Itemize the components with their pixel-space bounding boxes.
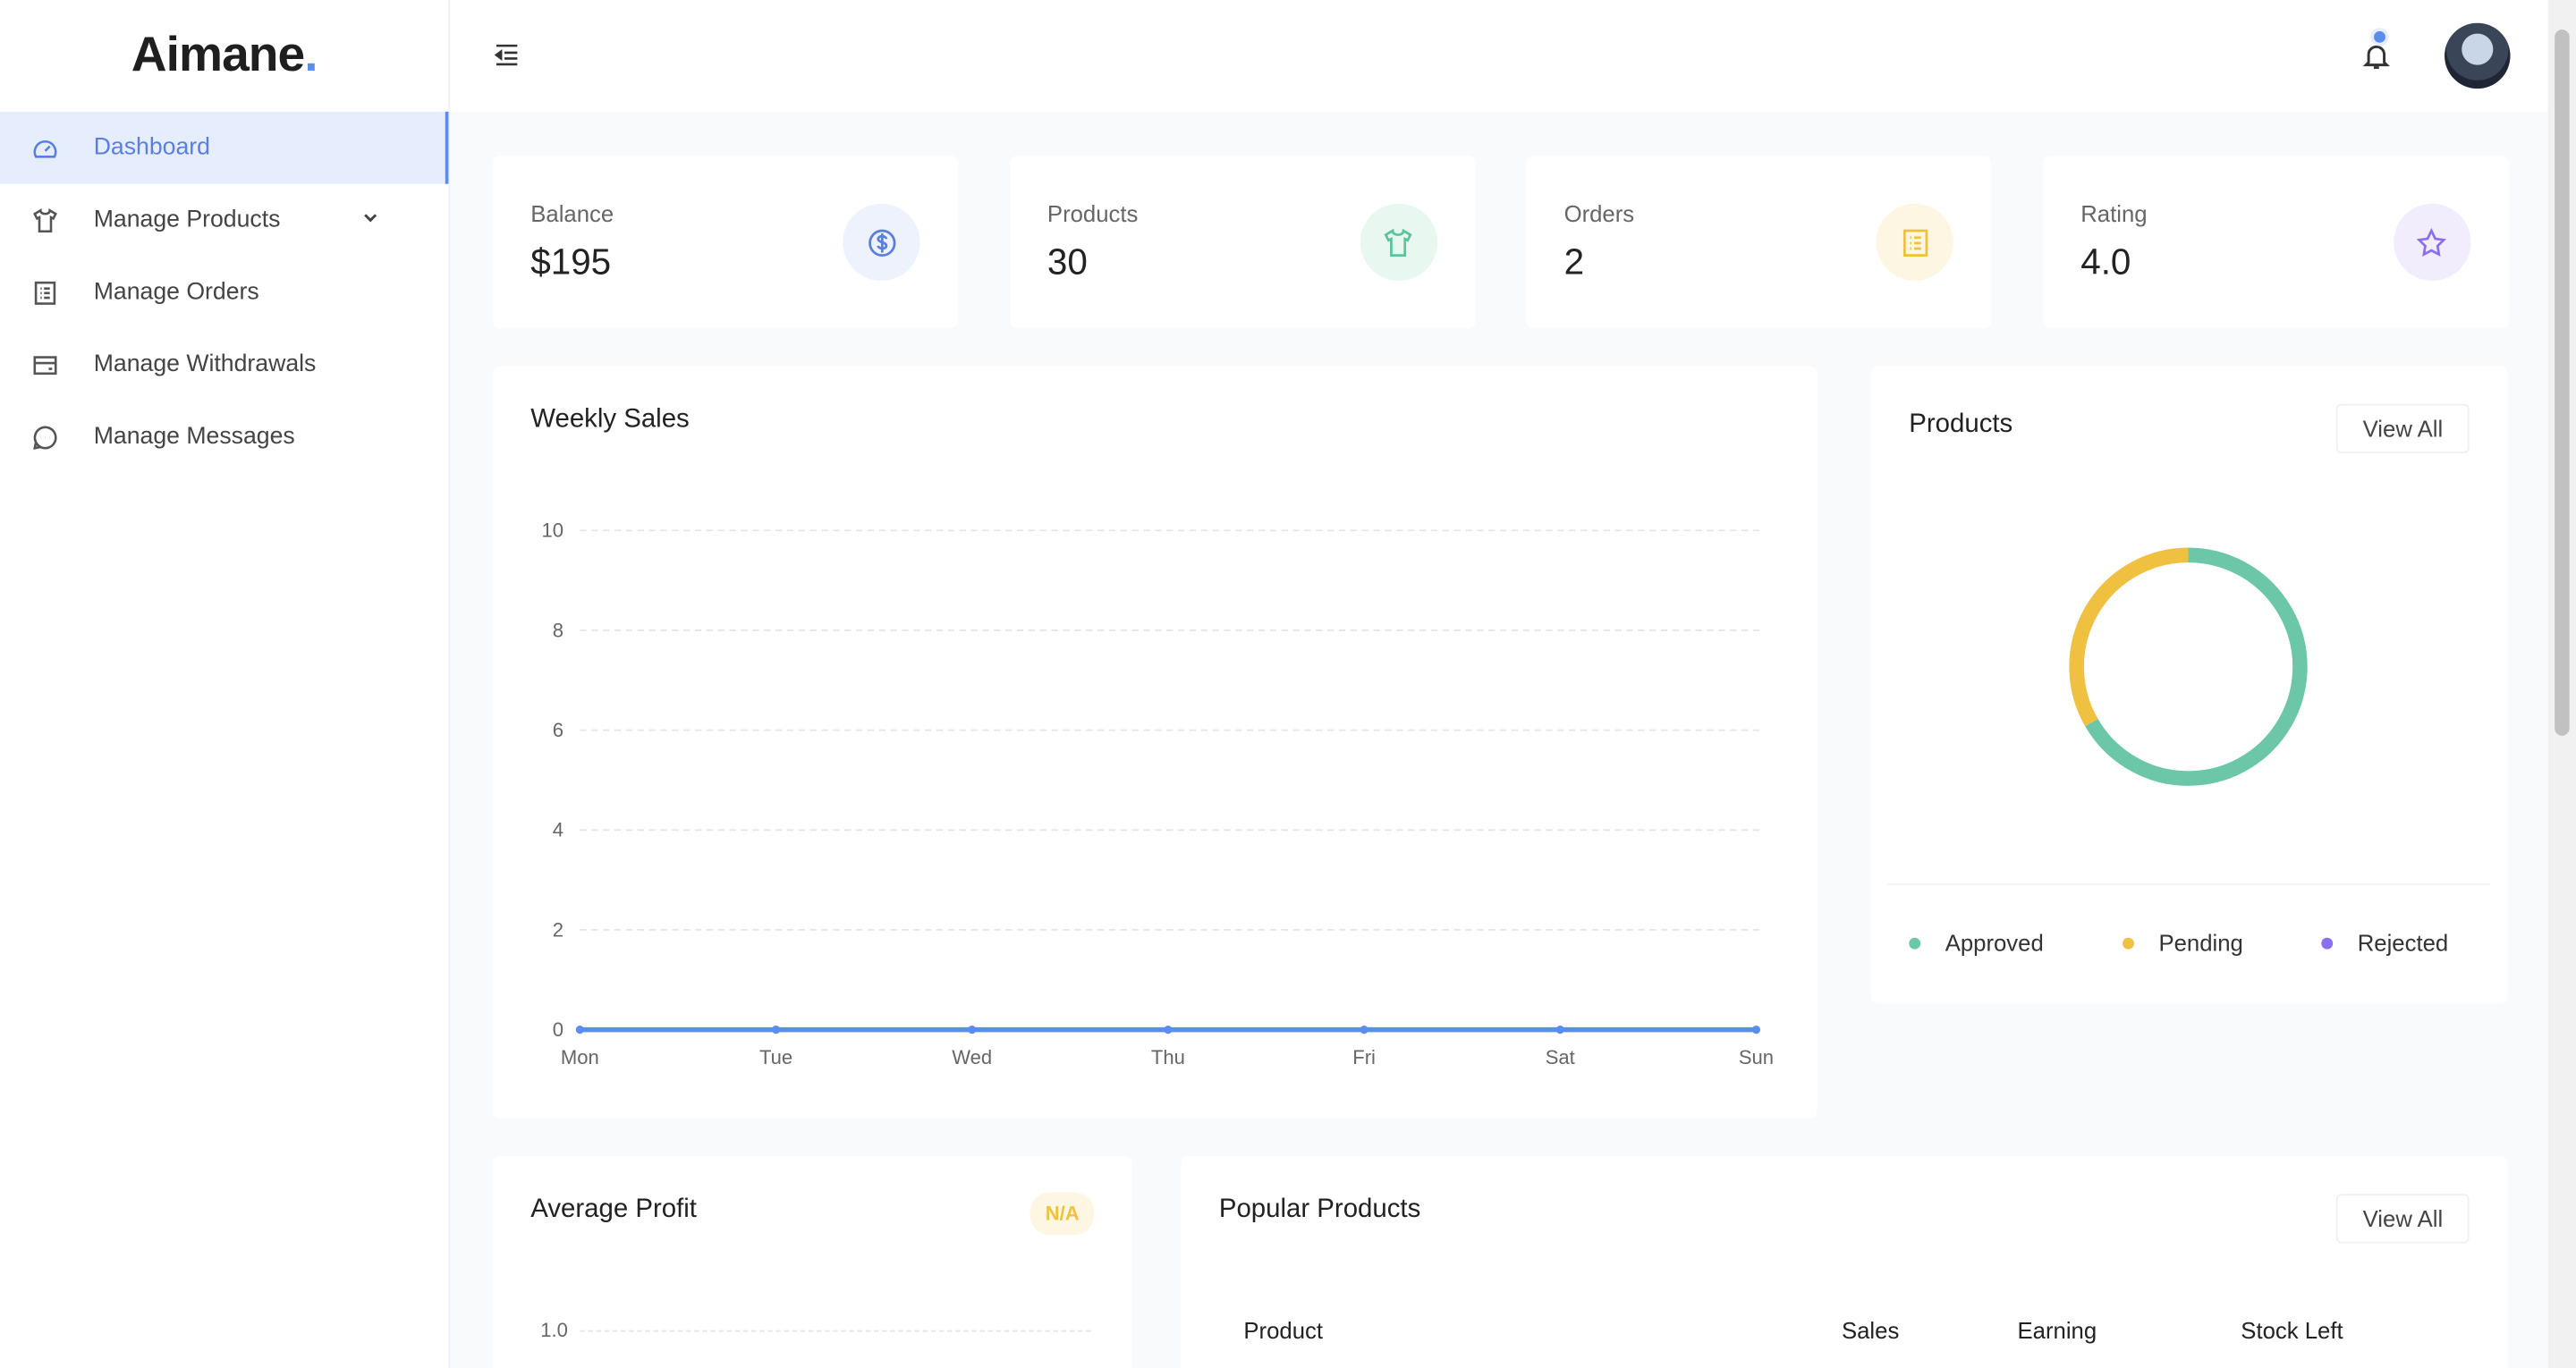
stat-card-balance: Balance $195	[493, 156, 958, 329]
x-tick-label: Tue	[759, 1046, 792, 1068]
card-title: Popular Products	[1218, 1195, 1421, 1224]
donut-slice-pending[interactable]	[2069, 547, 2189, 727]
card-title: Weekly Sales	[530, 405, 690, 434]
sidebar-item-label: Dashboard	[93, 134, 210, 161]
legend-dot	[2321, 936, 2334, 949]
view-all-button[interactable]: View All	[2336, 1194, 2470, 1244]
products-donut-chart	[2069, 547, 2308, 786]
scrollbar[interactable]	[2547, 0, 2576, 1368]
top-bar	[450, 0, 2548, 112]
y-tick-label: 1.0	[540, 1318, 568, 1342]
popular-products-card: Popular Products View All Product Sales …	[1181, 1156, 2507, 1368]
stat-card-rating: Rating 4.0	[2042, 156, 2508, 329]
sidebar: Aimane. Dashboard Manage Products Manage…	[0, 0, 451, 1368]
bell-icon[interactable]	[2360, 39, 2392, 72]
sidebar-item-manage-products[interactable]: Manage Products	[0, 184, 448, 257]
x-tick-label: Mon	[561, 1046, 599, 1068]
dashboard-icon	[33, 139, 57, 157]
stat-label: Balance	[530, 200, 614, 227]
stat-value: 4.0	[2080, 241, 2131, 283]
sidebar-item-manage-messages[interactable]: Manage Messages	[0, 401, 448, 473]
stat-value: 2	[1563, 241, 1585, 283]
data-point[interactable]	[1751, 1026, 1761, 1034]
legend-dot	[1909, 936, 1921, 949]
y-tick-label: 8	[553, 619, 564, 641]
wallet-icon	[33, 355, 57, 375]
legend-label: Approved	[1945, 929, 2044, 956]
chat-icon	[33, 425, 57, 449]
data-point[interactable]	[968, 1026, 977, 1034]
logo[interactable]: Aimane.	[0, 0, 448, 112]
dollar-icon	[843, 203, 920, 282]
legend-label: Rejected	[2357, 929, 2449, 956]
weekly-sales-card: Weekly Sales 0 2 4 6 8 10 Mon Tue Wed Thu Fri Sat Su…	[493, 366, 1818, 1119]
x-tick-label: Wed	[952, 1046, 992, 1068]
sidebar-item-label: Manage Withdrawals	[93, 351, 317, 378]
sidebar-item-label: Manage Products	[93, 207, 281, 233]
donut-slice-approved[interactable]	[2085, 547, 2308, 786]
chevron-down-icon[interactable]	[360, 207, 381, 228]
y-tick-label: 6	[553, 719, 564, 741]
card-title: Average Profit	[530, 1195, 697, 1224]
x-tick-label: Sun	[1739, 1046, 1774, 1068]
scrollbar-thumb[interactable]	[2555, 30, 2570, 736]
card-title: Products	[1909, 410, 2013, 439]
gridline	[580, 1330, 1091, 1332]
logo-dot: .	[304, 28, 318, 82]
sidebar-item-label: Manage Messages	[93, 423, 295, 451]
data-point[interactable]	[575, 1026, 584, 1034]
weekly-sales-chart: 0 2 4 6 8 10 Mon Tue Wed Thu Fri Sat Sun	[541, 519, 1774, 1069]
menu-toggle-icon[interactable]	[493, 41, 521, 69]
y-tick-label: 2	[553, 918, 564, 941]
y-tick-label: 0	[553, 1018, 564, 1041]
data-point[interactable]	[1360, 1026, 1368, 1034]
data-point[interactable]	[771, 1026, 781, 1034]
column-header-stock-left[interactable]: Stock Left	[2241, 1317, 2343, 1344]
column-header-earning[interactable]: Earning	[2017, 1317, 2097, 1344]
column-header-product[interactable]: Product	[1243, 1317, 1324, 1344]
y-tick-label: 10	[541, 519, 564, 542]
notification-badge	[2370, 28, 2389, 46]
logo-text: Aimane	[131, 28, 305, 82]
legend-item-approved[interactable]: Approved	[1909, 929, 2044, 956]
stat-label: Products	[1046, 200, 1139, 227]
sidebar-item-manage-withdrawals[interactable]: Manage Withdrawals	[0, 328, 448, 401]
legend-item-rejected[interactable]: Rejected	[2321, 930, 2448, 956]
average-profit-card: Average Profit N/A 1.0	[493, 1156, 1132, 1368]
sidebar-item-manage-orders[interactable]: Manage Orders	[0, 257, 448, 329]
stat-value: 30	[1046, 241, 1088, 283]
column-header-sales[interactable]: Sales	[1841, 1317, 1900, 1344]
shirt-icon	[1359, 203, 1437, 282]
view-all-button[interactable]: View All	[2336, 403, 2470, 453]
list-icon	[34, 280, 56, 304]
data-point[interactable]	[1164, 1026, 1173, 1034]
divider	[1887, 883, 2491, 885]
data-point[interactable]	[1555, 1026, 1564, 1034]
list-icon	[1876, 203, 1953, 282]
sidebar-item-dashboard[interactable]: Dashboard	[0, 111, 449, 184]
avatar[interactable]	[2445, 22, 2511, 89]
stat-label: Orders	[1563, 200, 1635, 227]
x-tick-label: Fri	[1352, 1046, 1376, 1068]
star-icon	[2393, 203, 2470, 282]
sidebar-item-label: Manage Orders	[93, 279, 259, 306]
legend-dot	[2123, 936, 2134, 949]
products-card: Products View All Approved Pending Rejecte…	[1871, 366, 2507, 1004]
shirt-icon	[33, 207, 57, 232]
stat-card-orders: Orders 2	[1526, 156, 1992, 329]
stat-card-products: Products 30	[1009, 156, 1475, 329]
legend-item-pending[interactable]: Pending	[2123, 930, 2243, 956]
x-tick-label: Sat	[1546, 1046, 1575, 1068]
x-tick-label: Thu	[1151, 1046, 1185, 1068]
stat-label: Rating	[2080, 200, 2148, 227]
legend-label: Pending	[2158, 929, 2243, 956]
na-badge: N/A	[1030, 1192, 1095, 1236]
y-tick-label: 4	[553, 819, 564, 841]
stat-value: $195	[530, 241, 612, 283]
